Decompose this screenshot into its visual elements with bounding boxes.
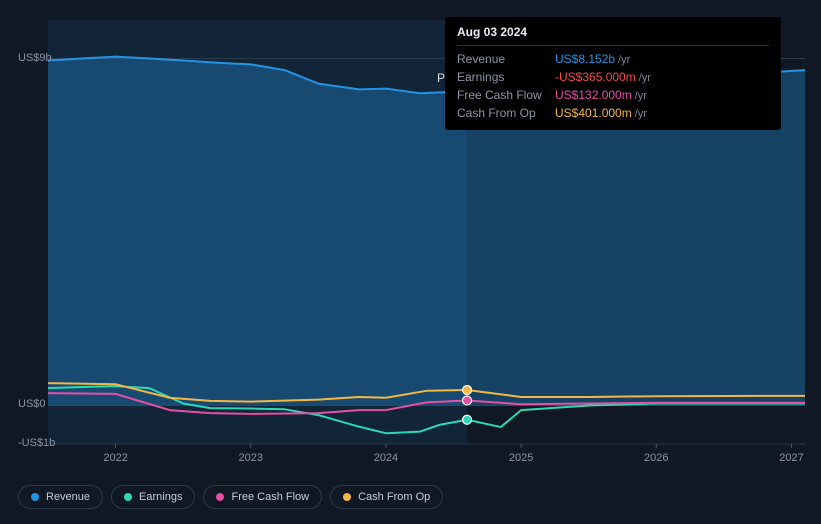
legend-label: Cash From Op [358,491,430,503]
x-axis-label: 2027 [779,452,803,464]
tooltip-row-suffix: /yr [635,108,647,120]
y-axis-label: US$0 [18,398,46,410]
y-axis-label: -US$1b [18,437,55,449]
tooltip-row-label: Earnings [457,70,555,84]
legend-item-cash-from-op[interactable]: Cash From Op [330,485,443,509]
legend: Revenue Earnings Free Cash Flow Cash From O… [18,485,443,509]
tooltip-row-label: Cash From Op [457,106,555,120]
tooltip-row: Earnings-US$365.000m/yr [457,68,769,86]
legend-label: Revenue [46,491,90,503]
tooltip-row-value: -US$365.000m [555,70,636,84]
legend-dot-icon [343,493,351,501]
x-axis-label: 2022 [103,452,127,464]
legend-dot-icon [216,493,224,501]
tooltip-row-label: Revenue [457,52,555,66]
hover-tooltip: Aug 03 2024 RevenueUS$8.152b/yrEarnings-… [445,17,781,130]
tooltip-row-suffix: /yr [639,72,651,84]
legend-dot-icon [124,493,132,501]
tooltip-row: RevenueUS$8.152b/yr [457,50,769,68]
x-axis-label: 2025 [509,452,533,464]
legend-item-revenue[interactable]: Revenue [18,485,103,509]
tooltip-row-suffix: /yr [618,54,630,66]
x-axis-label: 2026 [644,452,668,464]
tooltip-date: Aug 03 2024 [457,25,769,46]
tooltip-row: Cash From OpUS$401.000m/yr [457,104,769,122]
x-axis-label: 2023 [239,452,263,464]
tooltip-row: Free Cash FlowUS$132.000m/yr [457,86,769,104]
tooltip-rows: RevenueUS$8.152b/yrEarnings-US$365.000m/… [457,50,769,122]
tooltip-row-value: US$8.152b [555,52,615,66]
legend-item-free-cash-flow[interactable]: Free Cash Flow [203,485,322,509]
y-axis-label: US$9b [18,52,52,64]
legend-label: Earnings [139,491,182,503]
x-axis-label: 2024 [374,452,398,464]
tooltip-row-value: US$132.000m [555,88,632,102]
legend-label: Free Cash Flow [231,491,309,503]
legend-item-earnings[interactable]: Earnings [111,485,195,509]
tooltip-row-label: Free Cash Flow [457,88,555,102]
tooltip-row-value: US$401.000m [555,106,632,120]
legend-dot-icon [31,493,39,501]
tooltip-row-suffix: /yr [635,90,647,102]
